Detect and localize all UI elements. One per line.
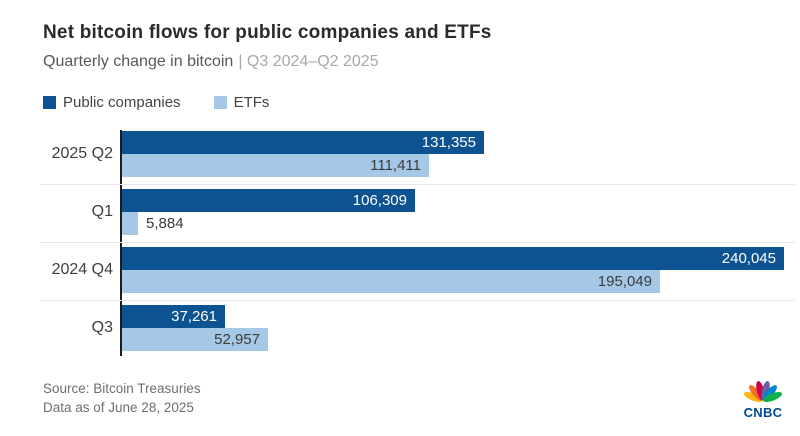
bar-public-companies: 106,309 [122,189,415,212]
category-label: 2024 Q4 [51,261,113,278]
bar-value-label: 111,411 [370,157,421,174]
category-label: Q3 [91,319,113,336]
bar-etfs: 52,957 [122,328,268,351]
bar-value-label: 106,309 [352,192,407,209]
category-label: Q1 [91,203,113,220]
bar-value-label: 5,884 [146,215,184,232]
bar-value-label: 195,049 [597,273,652,290]
row-separator-line [40,300,795,301]
bar-public-companies: 240,045 [122,247,784,270]
bar-value-label: 240,045 [721,250,776,267]
subtitle-main: Quarterly change in bitcoin [43,53,234,70]
bar-value-label: 52,957 [214,331,260,348]
bar-etfs [122,212,138,235]
bar-value-label: 37,261 [171,308,217,325]
bar-etfs: 195,049 [122,270,660,293]
asof-line: Data as of June 28, 2025 [43,400,194,415]
legend-label-public-companies: Public companies [63,94,181,111]
cnbc-wordmark: CNBC [743,405,783,420]
bar-etfs: 111,411 [122,154,429,177]
legend-item-public-companies: Public companies [43,94,181,111]
bar-value-label: 131,355 [421,134,476,151]
legend-item-etfs: ETFs [213,94,270,111]
legend-swatch-public-companies-icon [43,96,56,109]
source-line: Source: Bitcoin Treasuries [43,381,201,396]
chart-legend: Public companies ETFs [43,94,269,111]
row-separator-line [40,242,795,243]
bar-public-companies: 131,355 [122,131,484,154]
legend-label-etfs: ETFs [233,94,270,111]
source-note: Source: Bitcoin Treasuries Data as of Ju… [43,379,201,417]
chart-subtitle: Quarterly change in bitcoin | Q3 2024–Q2 … [43,53,379,71]
legend-swatch-etfs-icon [213,96,227,109]
subtitle-date-range: | Q3 2024–Q2 2025 [238,53,379,70]
chart-title: Net bitcoin flows for public companies a… [43,22,492,43]
y-axis-line [120,130,122,356]
cnbc-logo: CNBC [740,377,786,420]
cnbc-peacock-icon [743,381,783,403]
row-separator-line [40,184,795,185]
category-label: 2025 Q2 [51,145,113,162]
bar-public-companies: 37,261 [122,305,225,328]
